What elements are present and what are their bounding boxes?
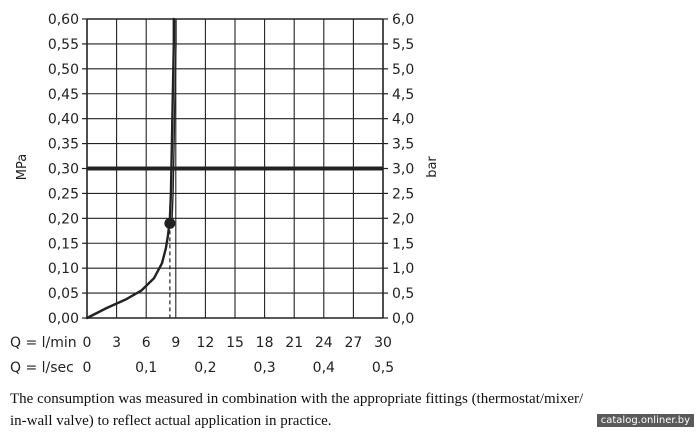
- x-lmin-tick-label: 12: [196, 335, 214, 351]
- y-left-tick-labels: 0,00 0,05 0,10 0,15 0,20 0,25 0,30 0,35 0,40 0,45…: [48, 12, 79, 327]
- flow-pressure-chart: 0,000,050,100,150,200,250,300,350,400,45…: [10, 12, 440, 376]
- x-lsec-tick-label: 0: [83, 360, 92, 376]
- x-lmin-tick-label: 0: [83, 335, 92, 351]
- y-left-tick-label: 0,55: [48, 37, 79, 53]
- caption: The consumption was measured in combinat…: [10, 388, 690, 432]
- caption-line-1: The consumption was measured in combinat…: [10, 391, 584, 407]
- y-right-tick-label: 0,0: [392, 311, 414, 327]
- x-lmin-tick-label: 27: [344, 335, 362, 351]
- y-left-tick-label: 0,30: [48, 162, 79, 178]
- y-left-tick-label: 0,20: [48, 211, 79, 227]
- x-lmin-tick-label: 15: [226, 335, 244, 351]
- x-lmin-tick-label: 24: [315, 335, 333, 351]
- x-lsec-axis-title: Q = l/sec: [10, 360, 74, 376]
- x-lsec-tick-labels: 0 0,1 0,2 0,3 0,4 0,5: [83, 360, 395, 376]
- x-lsec-tick-label: 0,5: [372, 360, 394, 376]
- x-lsec-tick-label: 0,3: [253, 360, 275, 376]
- y-left-tick-label: 0,10: [48, 261, 79, 277]
- y-left-axis-title: MPa: [15, 154, 30, 180]
- y-right-tick-label: 3,5: [392, 137, 414, 153]
- y-left-tick-label: 0,05: [48, 286, 79, 302]
- x-lmin-tick-label: 3: [112, 335, 121, 351]
- y-left-tick-label: 0,60: [48, 12, 79, 28]
- y-right-tick-label: 3,0: [392, 162, 414, 178]
- series-group: [85, 17, 177, 320]
- y-left-tick-label: 0,25: [48, 186, 79, 202]
- y-right-axis-title: bar: [425, 156, 440, 178]
- y-right-tick-label: 5,5: [392, 37, 414, 53]
- y-left-tick-label: 0,00: [48, 311, 79, 327]
- caption-line-2: in-wall valve) to reflect actual applica…: [10, 413, 332, 429]
- y-right-tick-label: 6,0: [392, 12, 414, 28]
- x-lmin-tick-labels: 0 3 6 9 12 15 18 21 24 27 30: [83, 335, 392, 351]
- x-lsec-tick-label: 0,1: [135, 360, 157, 376]
- y-left-tick-label: 0,35: [48, 137, 79, 153]
- y-right-tick-label: 2,0: [392, 211, 414, 227]
- y-right-tick-label: 2,5: [392, 186, 414, 202]
- y-left-tick-label: 0,45: [48, 87, 79, 103]
- watermark: catalog.onliner.by: [596, 414, 694, 427]
- y-right-tick-labels: 0,0 0,5 1,0 1,5 2,0 2,5 3,0 3,5 4,0 4,5 5,0 5,5 6,0: [392, 12, 414, 327]
- y-right-tick-label: 1,0: [392, 261, 414, 277]
- y-right-tick-label: 1,5: [392, 236, 414, 252]
- y-right-tick-label: 4,0: [392, 112, 414, 128]
- x-lmin-axis-title: Q = l/min: [10, 335, 77, 351]
- series-line: [85, 17, 176, 320]
- y-right-tick-label: 4,5: [392, 87, 414, 103]
- x-lmin-tick-label: 18: [256, 335, 274, 351]
- x-lmin-tick-label: 30: [374, 335, 392, 351]
- y-left-tick-label: 0,40: [48, 112, 79, 128]
- y-right-tick-label: 5,0: [392, 62, 414, 78]
- y-left-tick-label: 0,50: [48, 62, 79, 78]
- x-lsec-tick-label: 0,4: [313, 360, 335, 376]
- operating-point-marker: [164, 217, 176, 229]
- y-right-tick-label: 0,5: [392, 286, 414, 302]
- x-lmin-tick-label: 9: [171, 335, 180, 351]
- x-lsec-tick-label: 0,2: [194, 360, 216, 376]
- series-line-edge: [171, 19, 177, 219]
- x-lmin-tick-label: 21: [285, 335, 303, 351]
- x-lmin-tick-label: 6: [142, 335, 151, 351]
- y-left-tick-label: 0,15: [48, 236, 79, 252]
